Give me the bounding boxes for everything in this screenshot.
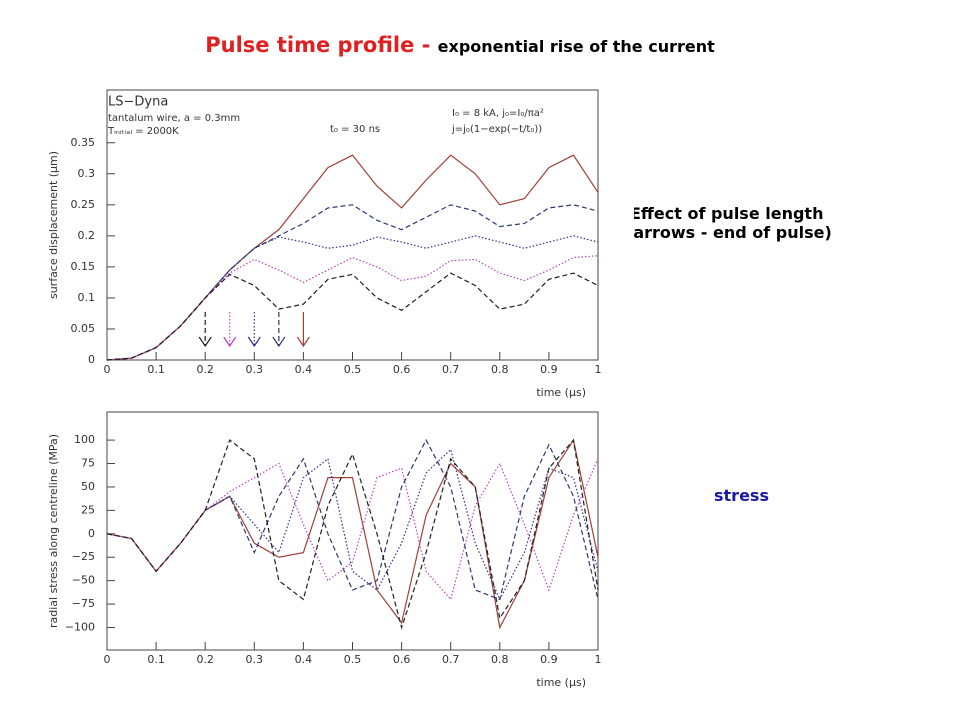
series-line	[106, 438, 599, 601]
x-tick-label: 0.9	[540, 653, 558, 666]
x-tick-label: 0.1	[147, 653, 165, 666]
x-tick-label: 0.7	[442, 363, 460, 376]
plot-frame	[106, 411, 599, 651]
x-tick-label: 0.3	[246, 363, 264, 376]
x-tick-label: 0.3	[246, 653, 264, 666]
annotation: t₀ = 30 ns	[330, 124, 380, 135]
note-stress: stress	[714, 486, 769, 505]
y-tick-label: −50	[72, 574, 95, 587]
note-line: Effect of pulse length	[634, 204, 824, 223]
annotation: j=j₀(1−exp(−t/t₀))	[451, 124, 542, 135]
note-line: (arrows - end of pulse)	[634, 223, 832, 242]
annotation: LS−Dyna	[108, 95, 168, 110]
y-tick-label: 25	[81, 503, 95, 516]
x-tick-label: 0.8	[491, 363, 509, 376]
y-axis-label: surface displacement (μm)	[47, 151, 60, 299]
x-tick-label: 0.2	[196, 363, 214, 376]
pulse-end-arrowhead	[198, 336, 212, 348]
x-tick-label: 0.7	[442, 653, 460, 666]
x-tick-label: 0	[104, 363, 111, 376]
y-tick-label: −75	[72, 597, 95, 610]
y-tick-label: 50	[81, 480, 95, 493]
x-tick-label: 0.4	[295, 653, 313, 666]
x-axis-label: time (μs)	[536, 386, 586, 399]
y-tick-label: 0.35	[71, 136, 96, 149]
y-tick-label: 0.2	[78, 229, 96, 242]
y-tick-label: −25	[72, 550, 95, 563]
chart-bg	[102, 84, 602, 384]
y-tick-label: 0.1	[78, 291, 96, 304]
annotation: Tᵢₙᵢₜᵢₐₗ = 2000K	[107, 126, 179, 137]
y-tick-label: −100	[65, 621, 95, 634]
x-tick-label: 0.5	[344, 653, 362, 666]
y-tick-label: 75	[81, 457, 95, 470]
y-tick-label: 0.25	[71, 198, 96, 211]
pulse-end-arrowhead	[272, 336, 286, 348]
series-line	[106, 438, 599, 630]
x-tick-label: 0.2	[196, 653, 214, 666]
title-main: Pulse time profile -	[205, 33, 438, 57]
x-tick-label: 0.6	[393, 653, 411, 666]
annotation: I₀ = 8 kA, j₀=I₀/πa²	[452, 108, 544, 119]
y-tick-label: 0.05	[71, 322, 96, 335]
x-tick-label: 0.9	[540, 363, 558, 376]
pulse-end-arrowhead	[296, 336, 310, 348]
x-tick-label: 1	[595, 363, 602, 376]
x-tick-label: 0.5	[344, 363, 362, 376]
y-tick-label: 0	[88, 353, 95, 366]
annotation: tantalum wire, a = 0.3mm	[108, 113, 240, 124]
series-line	[106, 235, 599, 361]
pulse-end-arrowhead	[223, 336, 237, 348]
x-tick-label: 1	[595, 653, 602, 666]
x-tick-label: 0.4	[295, 363, 313, 376]
title-rest: exponential rise of the current	[437, 37, 715, 56]
y-tick-label: 0.15	[71, 260, 96, 273]
pulse-end-arrowhead	[247, 336, 261, 348]
series-line	[106, 438, 599, 630]
note-effect: Effect of pulse length (arrows - end of p…	[634, 204, 934, 242]
x-axis-label: time (μs)	[536, 676, 586, 689]
y-axis-label: radial stress along centreline (MPa)	[47, 434, 60, 628]
x-tick-label: 0.1	[147, 363, 165, 376]
y-tick-label: 0.3	[78, 167, 96, 180]
y-tick-label: 0	[88, 527, 95, 540]
x-tick-label: 0	[104, 653, 111, 666]
y-tick-label: 100	[74, 433, 95, 446]
title: Pulse time profile - exponential rise of…	[150, 26, 770, 66]
x-tick-label: 0.8	[491, 653, 509, 666]
x-tick-label: 0.6	[393, 363, 411, 376]
series-line	[106, 272, 599, 361]
